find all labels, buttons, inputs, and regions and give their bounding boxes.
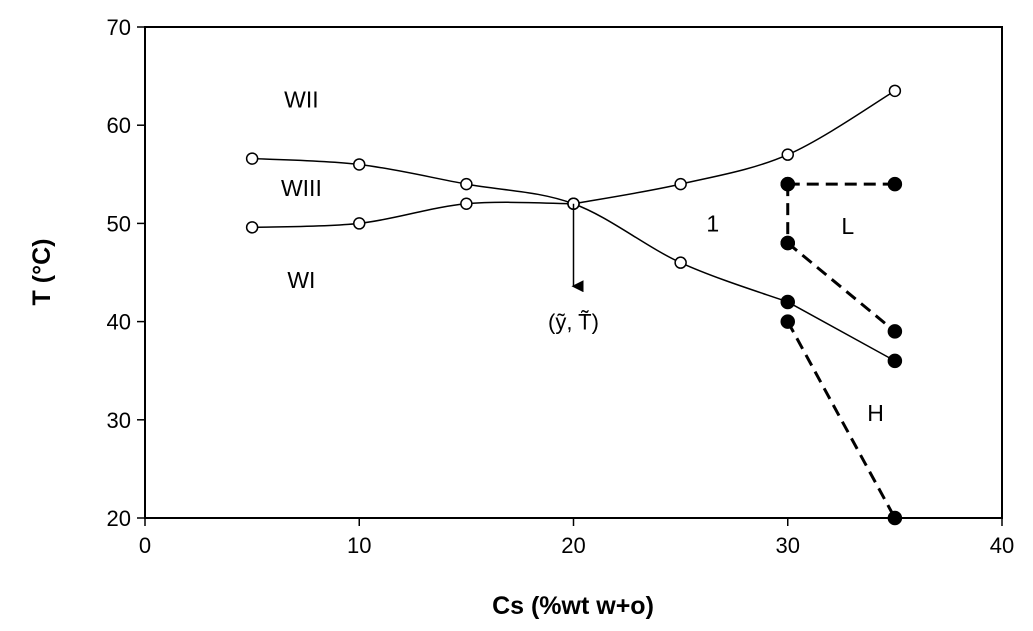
x-tick-label: 30 bbox=[776, 533, 800, 558]
x-tick-label: 10 bbox=[347, 533, 371, 558]
x-axis-title: Cs (%wt w+o) bbox=[492, 592, 654, 620]
data-point-s2-3 bbox=[888, 84, 902, 98]
region-label: WII bbox=[284, 87, 319, 113]
data-point-s1-1 bbox=[353, 158, 366, 171]
series-line-2 bbox=[573, 90, 896, 205]
data-point-s2-2 bbox=[781, 148, 794, 161]
annotation-label: (ỹ, T̃) bbox=[548, 309, 599, 334]
x-tick-label: 20 bbox=[561, 533, 585, 558]
y-tick-label: 50 bbox=[107, 211, 131, 236]
data-point-s5-0 bbox=[780, 176, 795, 192]
data-point-s1-4 bbox=[674, 256, 687, 269]
region-label: 1 bbox=[706, 210, 719, 236]
series-line-3 bbox=[787, 301, 896, 362]
series-line-6 bbox=[786, 241, 896, 333]
y-tick-label: 40 bbox=[107, 310, 131, 335]
y-tick-label: 30 bbox=[107, 408, 131, 433]
y-axis-title: T (°C) bbox=[28, 239, 56, 306]
x-tick-label: 0 bbox=[139, 533, 151, 558]
y-axis-ticks: 20 30 40 50 60 70 bbox=[107, 15, 145, 531]
data-point-s7-0 bbox=[780, 314, 795, 329]
data-point-s3-1 bbox=[887, 353, 903, 369]
y-tick-label: 70 bbox=[107, 15, 131, 40]
y-tick-label: 20 bbox=[107, 506, 131, 531]
series-line-0 bbox=[252, 201, 574, 229]
y-tick-label: 60 bbox=[107, 113, 131, 138]
data-point-s6-1 bbox=[887, 324, 903, 339]
region-label: WI bbox=[287, 267, 315, 293]
data-point-s1-0 bbox=[245, 152, 259, 165]
data-point-s7-1 bbox=[887, 510, 903, 526]
data-point-s1-2 bbox=[460, 177, 473, 191]
series-layer bbox=[252, 90, 897, 519]
data-point-s6-0 bbox=[780, 235, 795, 251]
x-axis-ticks: 0 10 20 30 40 bbox=[139, 518, 1014, 558]
points-layer bbox=[245, 84, 903, 526]
data-point-s3-0 bbox=[780, 294, 795, 310]
data-point-s0-1 bbox=[353, 217, 366, 230]
region-labels: WII WIII WI 1 L H bbox=[281, 87, 884, 426]
data-point-s0-0 bbox=[245, 221, 259, 234]
region-label: L bbox=[841, 213, 854, 239]
region-label: H bbox=[867, 400, 884, 426]
data-point-s0-2 bbox=[460, 197, 473, 211]
data-point-s4-1 bbox=[887, 176, 903, 192]
x-tick-label: 40 bbox=[990, 533, 1014, 558]
data-point-s2-1 bbox=[674, 177, 687, 191]
series-line-1 bbox=[252, 157, 789, 303]
region-label: WIII bbox=[281, 175, 322, 201]
